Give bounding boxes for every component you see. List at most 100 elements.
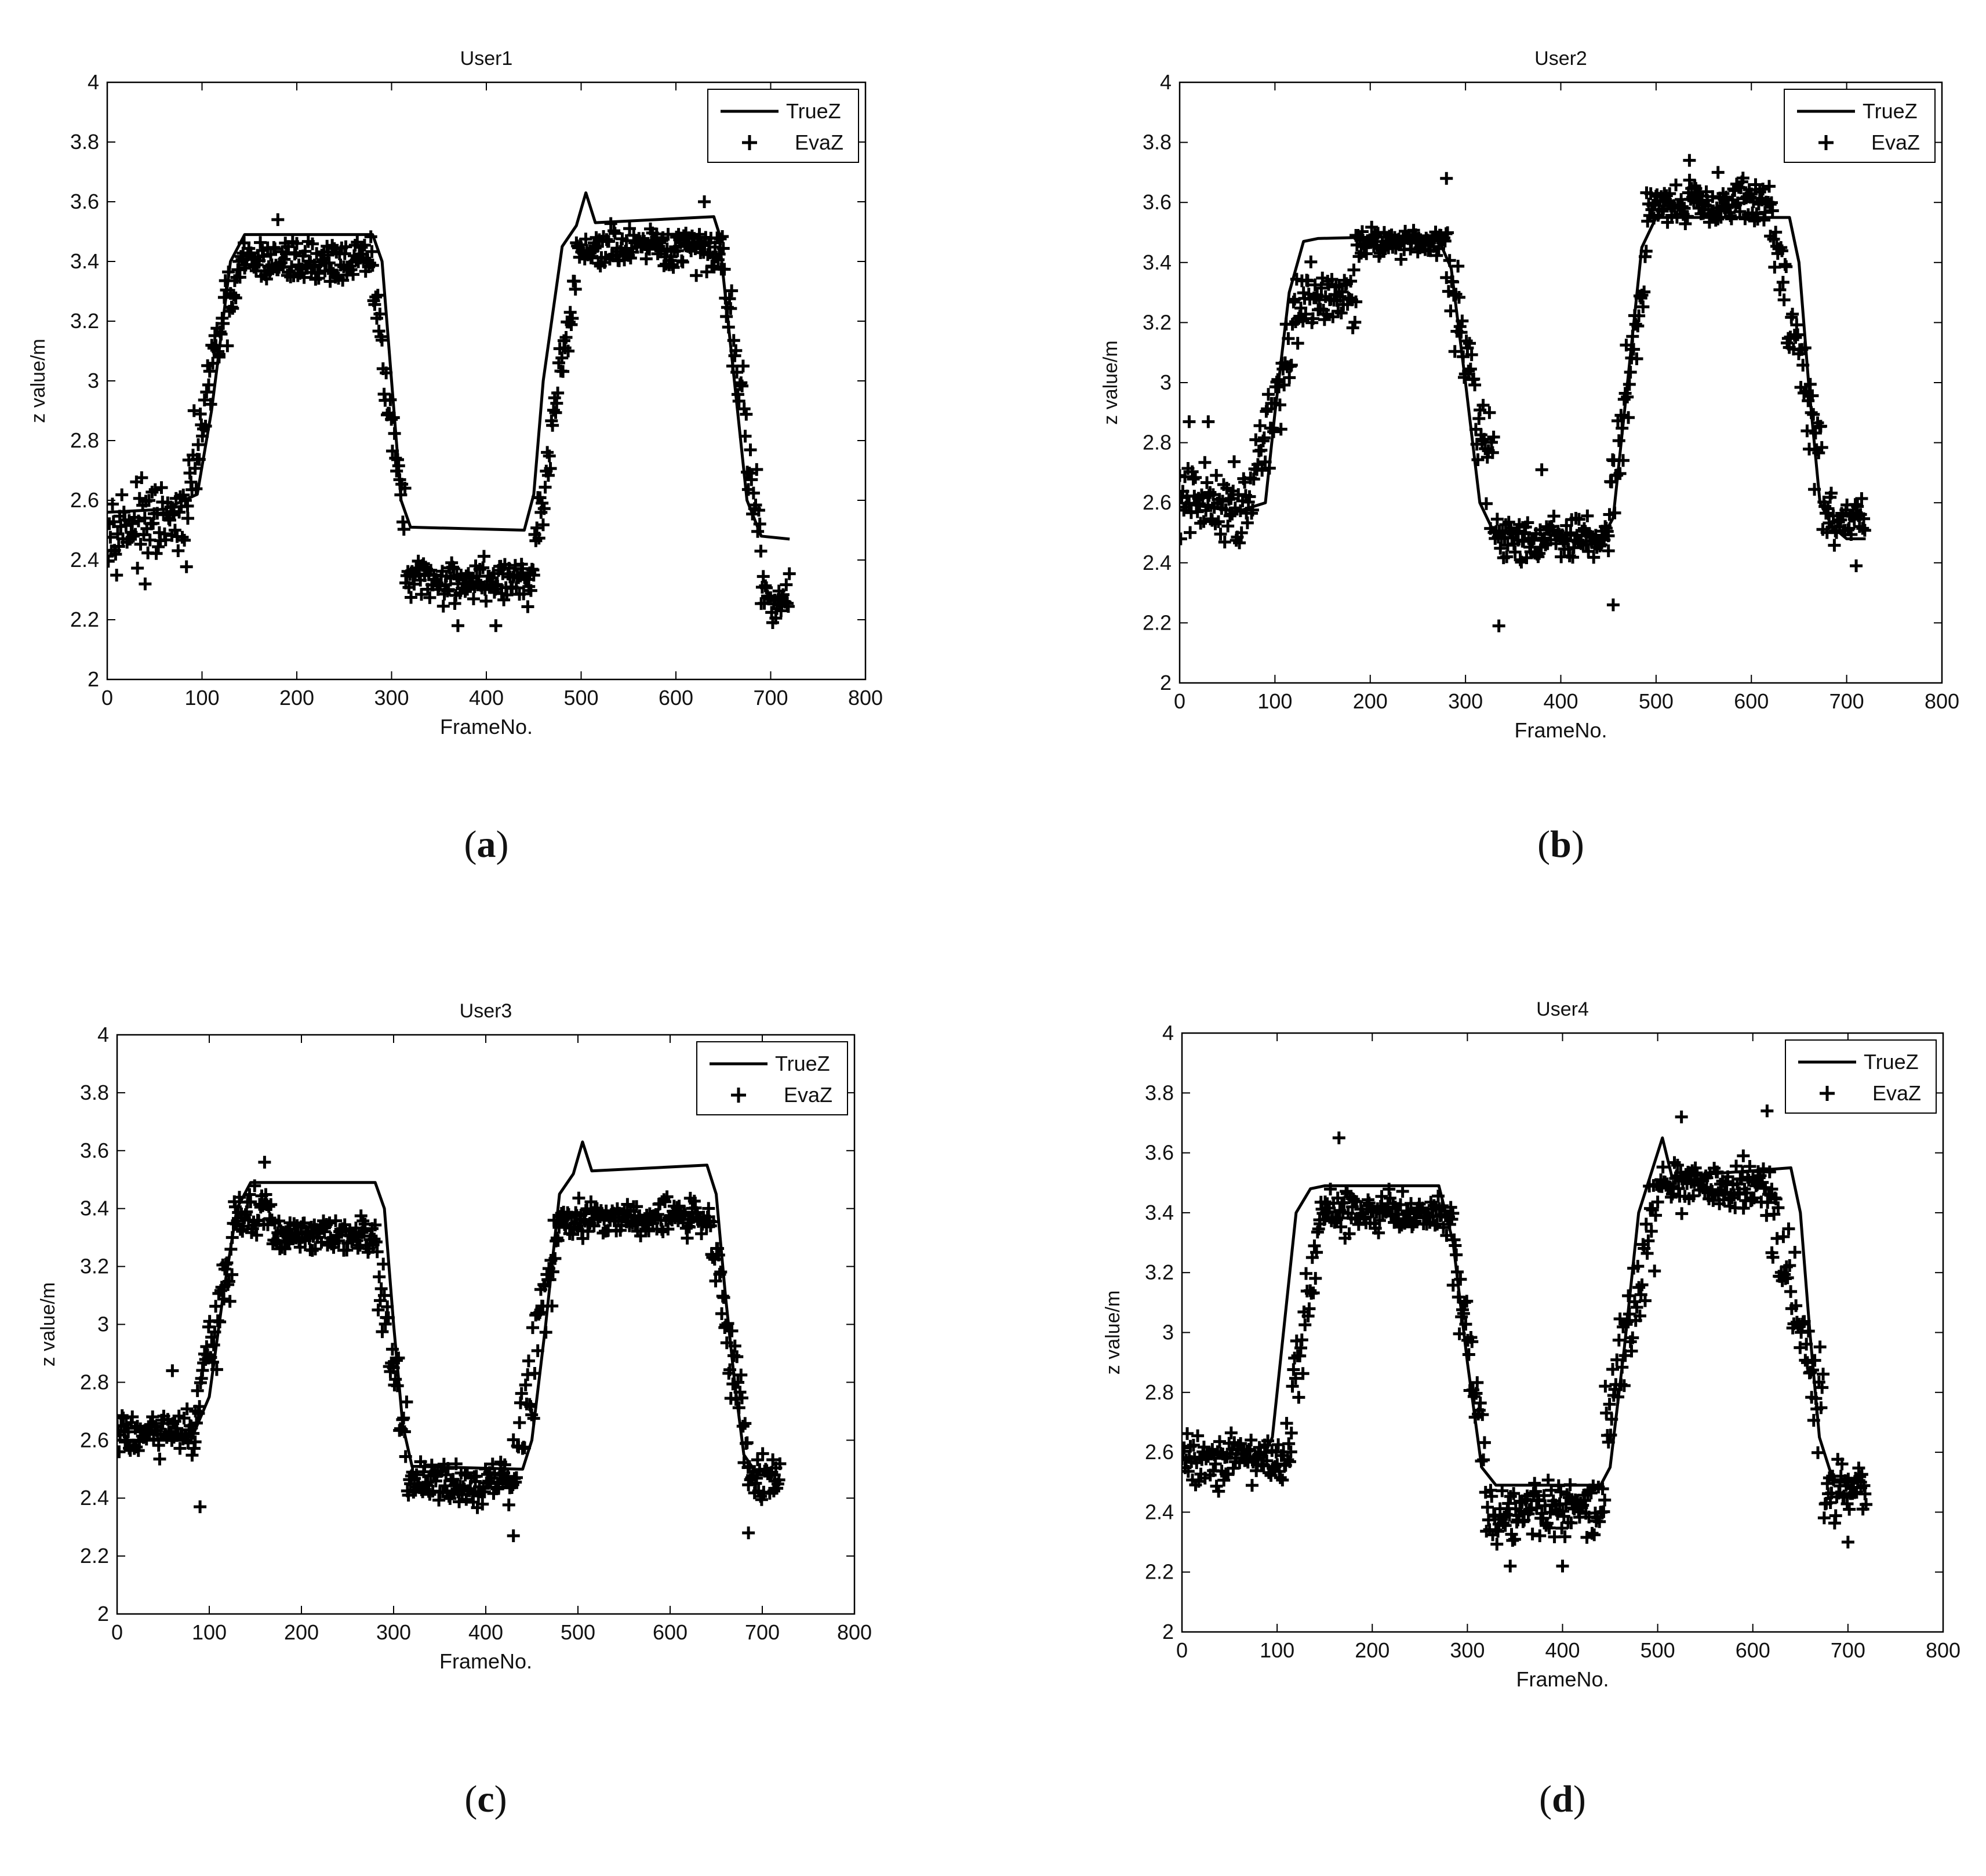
- evaz-marker: [191, 438, 205, 452]
- evaz-marker: [1767, 1208, 1781, 1221]
- evaz-marker: [1651, 1195, 1664, 1209]
- y-tick-label: 2.8: [1145, 1380, 1174, 1404]
- evaz-marker: [1767, 232, 1780, 246]
- evaz-marker: [1533, 547, 1546, 560]
- evaz-marker: [725, 1324, 739, 1337]
- evaz-marker: [1808, 1354, 1821, 1367]
- evaz-marker: [1464, 362, 1477, 376]
- evaz-marker: [1625, 1344, 1638, 1358]
- evaz-marker: [740, 408, 753, 421]
- evaz-marker: [524, 584, 537, 597]
- evaz-marker: [1663, 187, 1676, 201]
- evaz-marker: [1490, 1537, 1504, 1551]
- y-tick-label: 3.2: [1143, 310, 1172, 334]
- y-tick-label: 3.4: [70, 249, 99, 273]
- x-tick-label: 0: [1174, 689, 1185, 713]
- evaz-marker: [623, 222, 636, 235]
- evaz-marker: [376, 1325, 389, 1339]
- evaz-marker: [369, 1218, 382, 1231]
- evaz-marker: [1444, 304, 1457, 318]
- evaz-marker: [271, 213, 285, 226]
- x-tick-label: 500: [1639, 689, 1674, 713]
- evaz-marker: [297, 271, 311, 284]
- evaz-marker: [1334, 1220, 1348, 1234]
- evaz-marker: [1675, 1207, 1689, 1220]
- evaz-marker: [1182, 1427, 1194, 1440]
- evaz-marker: [372, 1303, 385, 1317]
- evaz-marker: [1736, 172, 1749, 185]
- evaz-marker: [750, 463, 763, 476]
- evaz-marker: [1483, 406, 1496, 419]
- evaz-marker: [262, 1199, 275, 1213]
- evaz-marker: [1285, 1426, 1298, 1439]
- evaz-marker: [519, 1379, 532, 1391]
- legend-truez-label: TrueZ: [786, 99, 841, 123]
- y-tick-label: 2.8: [1143, 431, 1172, 455]
- y-axis-label: z value/m: [1100, 340, 1122, 425]
- evaz-marker: [543, 449, 556, 463]
- evaz-marker: [1781, 1271, 1794, 1285]
- evaz-marker: [1180, 532, 1187, 546]
- evaz-marker: [207, 1338, 220, 1351]
- evaz-marker: [148, 483, 162, 496]
- y-tick-label: 2.6: [1143, 490, 1172, 514]
- evaz-marker: [1718, 1186, 1732, 1199]
- evaz-marker: [536, 518, 550, 532]
- evaz-marker: [244, 1195, 257, 1209]
- evaz-marker: [1578, 1494, 1591, 1507]
- legend-evaz-label: EvaZ: [1872, 1081, 1921, 1105]
- evaz-marker: [470, 1470, 483, 1483]
- evaz-marker: [781, 600, 795, 613]
- evaz-marker: [1476, 399, 1490, 412]
- evaz-marker: [1825, 486, 1838, 500]
- evaz-marker: [1602, 544, 1615, 558]
- evaz-marker: [1350, 295, 1363, 308]
- evaz-marker: [602, 235, 616, 248]
- evaz-marker: [1814, 420, 1827, 433]
- evaz-marker: [747, 486, 760, 500]
- evaz-marker: [1671, 1158, 1684, 1172]
- y-tick-label: 4: [97, 1023, 109, 1046]
- evaz-marker: [1373, 1214, 1386, 1227]
- evaz-marker: [181, 499, 194, 512]
- evaz-marker: [181, 512, 194, 525]
- evaz-marker: [410, 1468, 423, 1481]
- evaz-marker: [1627, 343, 1641, 356]
- evaz-marker: [690, 269, 703, 282]
- evaz-marker: [506, 1478, 519, 1492]
- evaz-marker: [1260, 1454, 1274, 1467]
- evaz-marker: [756, 1447, 769, 1460]
- x-tick-label: 100: [192, 1620, 227, 1644]
- evaz-marker: [1309, 1272, 1322, 1285]
- evaz-marker: [1645, 1224, 1658, 1238]
- evaz-marker: [1332, 1131, 1345, 1144]
- evaz-marker: [264, 1198, 278, 1211]
- evaz-marker: [1815, 441, 1828, 454]
- evaz-marker: [572, 1191, 585, 1205]
- evaz-marker: [180, 1402, 194, 1416]
- x-tick-label: 400: [469, 686, 504, 710]
- evaz-marker: [1521, 516, 1534, 529]
- evaz-marker: [1264, 1468, 1278, 1482]
- series-truez-line: [1180, 216, 1866, 540]
- evaz-marker: [1683, 154, 1696, 167]
- evaz-marker: [227, 289, 241, 302]
- evaz-marker: [1303, 1302, 1316, 1315]
- evaz-marker: [521, 600, 534, 613]
- evaz-marker: [1457, 1307, 1470, 1320]
- x-tick-label: 0: [1176, 1638, 1188, 1662]
- evaz-marker: [172, 544, 185, 558]
- evaz-marker: [1641, 1247, 1654, 1260]
- evaz-marker: [173, 1442, 187, 1455]
- series-evaz: [1180, 154, 1871, 632]
- evaz-marker: [1648, 1264, 1661, 1278]
- y-axis-label: z value/m: [1102, 1290, 1124, 1375]
- plot-data: [1180, 154, 1871, 632]
- y-axis-label: z value/m: [37, 1282, 59, 1367]
- evaz-marker: [1791, 328, 1805, 341]
- evaz-marker: [1747, 1191, 1761, 1205]
- y-tick-label: 3.2: [70, 309, 99, 333]
- evaz-marker: [1692, 187, 1705, 201]
- evaz-marker: [347, 268, 360, 281]
- y-tick-label: 2.8: [80, 1370, 109, 1394]
